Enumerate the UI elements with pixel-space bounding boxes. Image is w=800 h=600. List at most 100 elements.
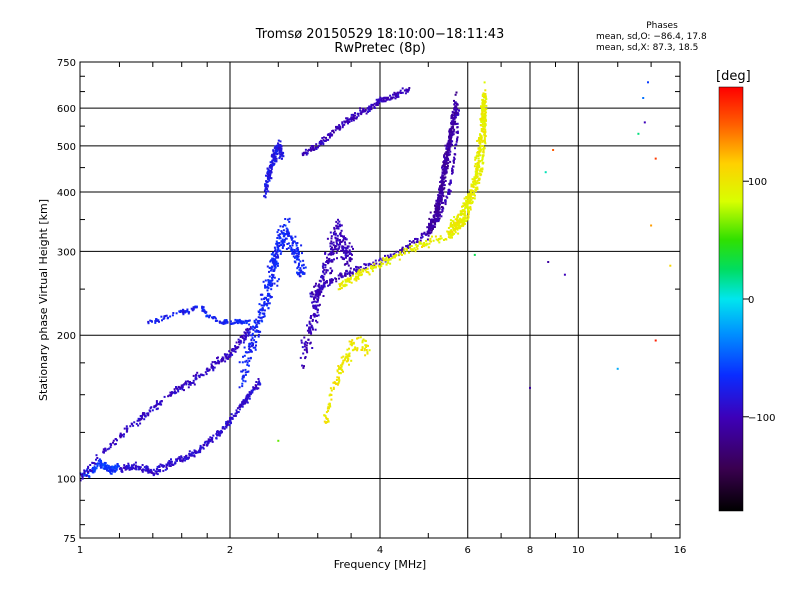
data-point (472, 182, 475, 185)
data-point (482, 139, 485, 142)
data-point (372, 267, 375, 269)
data-point (125, 467, 128, 470)
data-point (168, 460, 171, 462)
data-point (446, 230, 449, 233)
data-point (162, 317, 165, 320)
data-point (89, 469, 92, 471)
data-point (342, 237, 345, 240)
data-point (226, 420, 229, 423)
data-point (263, 303, 266, 306)
chart-title: Tromsø 20150529 18:10:00−18:11:43 (255, 27, 505, 42)
data-point (311, 320, 314, 322)
data-point (330, 235, 333, 238)
data-point (432, 239, 435, 242)
data-point (325, 261, 328, 263)
data-point (314, 328, 317, 331)
data-point (481, 95, 484, 98)
data-point (167, 316, 169, 319)
data-point (348, 347, 350, 350)
data-point (253, 326, 256, 329)
data-point (338, 239, 341, 242)
data-point (364, 109, 367, 111)
data-point (119, 432, 122, 435)
data-point (483, 137, 486, 139)
data-point (238, 386, 241, 389)
data-point (279, 225, 282, 228)
data-point (350, 341, 353, 343)
data-point (223, 321, 226, 324)
data-point (246, 401, 249, 404)
data-point (447, 142, 450, 145)
data-point (300, 244, 303, 247)
data-point (322, 279, 325, 282)
data-point (365, 112, 368, 115)
data-point (323, 284, 326, 287)
data-point (394, 255, 397, 257)
data-point (347, 122, 349, 125)
data-point (481, 113, 484, 115)
data-point (372, 261, 375, 264)
data-point (293, 252, 296, 254)
data-point (375, 104, 378, 107)
data-point (138, 466, 141, 469)
data-point (217, 356, 219, 359)
data-point (357, 274, 360, 276)
data-point (146, 470, 149, 473)
data-point (251, 337, 254, 340)
data-point (278, 245, 281, 248)
data-point (269, 161, 272, 164)
data-point (212, 434, 215, 437)
data-point (329, 245, 332, 248)
data-point (92, 469, 95, 472)
data-point (201, 446, 204, 449)
data-point (129, 425, 132, 428)
data-point (284, 218, 287, 220)
data-point (269, 269, 272, 272)
data-point (484, 95, 487, 98)
data-point (441, 181, 444, 184)
data-point (301, 252, 303, 255)
data-point (461, 218, 464, 221)
data-point (149, 468, 152, 471)
data-point (463, 219, 466, 222)
data-point (106, 469, 109, 472)
data-point (244, 397, 247, 400)
data-point (356, 269, 359, 272)
data-point (254, 330, 257, 333)
data-point (272, 159, 275, 162)
data-point (401, 87, 404, 90)
data-point (325, 136, 327, 139)
data-point (341, 122, 344, 125)
data-point (243, 339, 246, 342)
x-tick-label: 4 (377, 545, 383, 556)
data-point (145, 465, 148, 468)
data-point (240, 320, 243, 323)
data-point (465, 206, 468, 209)
data-point (248, 397, 251, 400)
data-point (324, 252, 327, 255)
data-point (208, 316, 211, 319)
data-point (408, 240, 411, 243)
data-point (249, 326, 252, 329)
data-point (232, 348, 235, 351)
data-point (337, 382, 340, 385)
data-point (481, 162, 484, 165)
data-point (450, 115, 453, 118)
data-point (410, 245, 413, 247)
data-point (299, 267, 302, 270)
data-point (267, 168, 270, 171)
data-point (218, 321, 221, 324)
data-point (349, 276, 352, 279)
data-point (305, 152, 308, 154)
data-point (336, 234, 339, 237)
data-point (473, 191, 476, 194)
data-point (471, 178, 474, 181)
data-point (356, 347, 359, 350)
data-point (273, 153, 276, 156)
data-point (441, 168, 444, 171)
data-point (476, 169, 479, 172)
data-point (245, 321, 248, 324)
data-point (313, 285, 316, 288)
data-point (479, 124, 482, 126)
data-point (170, 460, 173, 463)
